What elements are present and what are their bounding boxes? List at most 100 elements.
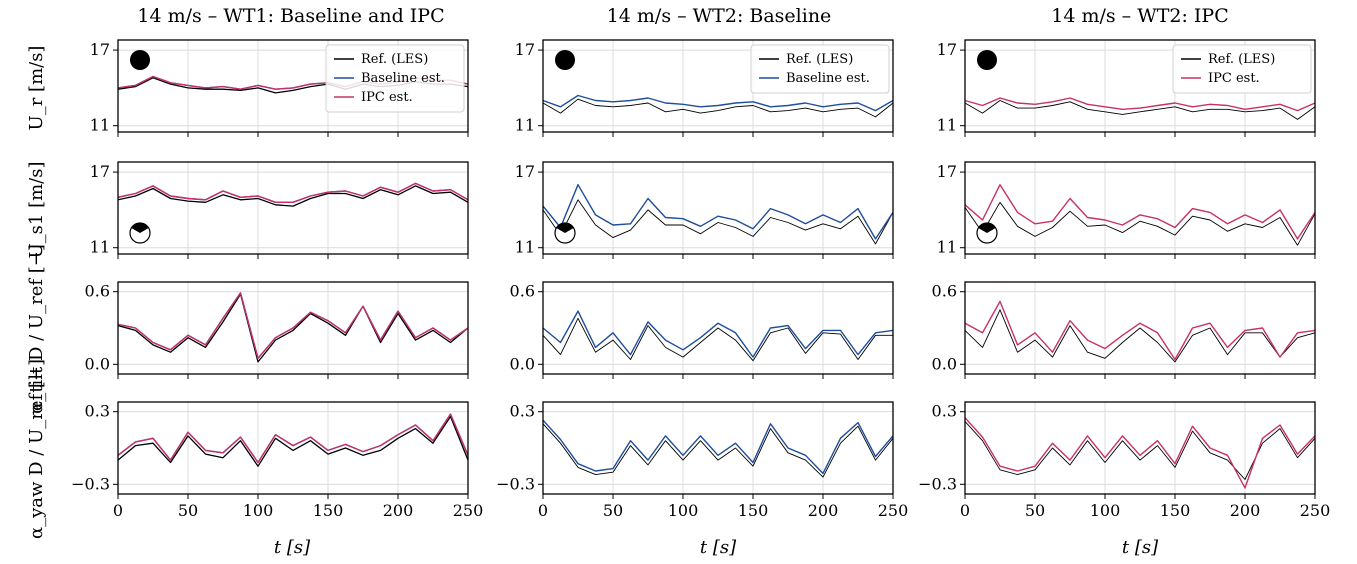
- legend-col2: Ref. (LES) Baseline est.: [750, 44, 890, 94]
- legend-label-ref: Ref. (LES): [1208, 52, 1275, 67]
- column-title-wt2-ipc: 14 m/s – WT2: IPC: [1051, 5, 1229, 27]
- x-tick-label: 250: [1300, 501, 1331, 520]
- series-line-ref: [542, 199, 894, 245]
- x-tick-label: 100: [668, 501, 699, 520]
- legend-label-ipc: IPC est.: [1208, 71, 1260, 86]
- axes-frame: [117, 281, 469, 375]
- rotor-sector-fill-icon: [131, 223, 149, 233]
- y-tick-label: −0.3: [71, 474, 110, 493]
- x-tick-label: 100: [1090, 501, 1121, 520]
- ylabel-yaw-skew: α_yaw D / U_ref [−]: [26, 359, 47, 539]
- y-tick-label: 0.6: [510, 282, 535, 301]
- y-tick-label: 11: [515, 116, 535, 135]
- rotor-disc-icon: [977, 50, 997, 70]
- y-tick-label: 11: [90, 116, 110, 135]
- ylabel-tilt-skew: α_tilt D / U_ref [−]: [26, 244, 47, 414]
- ylabel-rotor-speed: U_r [m/s]: [26, 46, 47, 131]
- panel-r2-c2: 0.6 0.0: [932, 281, 1316, 379]
- rotor-sector-icon: [129, 222, 151, 244]
- legend-box: [1172, 44, 1312, 94]
- y-tick-label: 0.6: [932, 282, 957, 301]
- axes-frame: [542, 39, 894, 133]
- y-tick-label: −0.3: [496, 474, 535, 493]
- series-line-ipc: [117, 182, 469, 204]
- ylabel-sector-speed: U_s1 [m/s]: [26, 162, 47, 259]
- column-title-wt2-baseline: 14 m/s – WT2: Baseline: [607, 5, 832, 27]
- y-tick-label: 17: [937, 40, 957, 59]
- y-tick-label: 17: [515, 40, 535, 59]
- x-tick-label: 150: [738, 501, 769, 520]
- series-line-ref: [964, 309, 1316, 363]
- rotor-sector-icon: [976, 222, 998, 244]
- x-tick-label: 0: [960, 501, 970, 520]
- axes-frame: [117, 39, 469, 133]
- series-line-baseline: [542, 419, 894, 475]
- series-line-ref: [117, 415, 469, 467]
- legend-label-ipc: IPC est.: [361, 90, 413, 105]
- axes-frame: [117, 161, 469, 255]
- xlabel-col1: t [s]: [274, 537, 311, 558]
- x-tick-label: 0: [538, 501, 548, 520]
- x-tick-label: 0: [113, 501, 123, 520]
- axes-frame: [964, 281, 1316, 375]
- row-axis-labels: U_r [m/s] U_s1 [m/s] α_tilt D / U_ref [−…: [26, 46, 47, 539]
- x-tick-label: 150: [1160, 501, 1191, 520]
- panel-r2-c0: 0.6 0.0: [85, 281, 469, 379]
- y-tick-label: 17: [937, 162, 957, 181]
- xlabel-col3: t [s]: [1122, 537, 1159, 558]
- legend-box: [750, 44, 890, 94]
- axes-frame: [964, 161, 1316, 255]
- series-line-ref: [117, 185, 469, 207]
- axes-frame: [117, 401, 469, 495]
- axes-frame: [542, 401, 894, 495]
- x-tick-label: 50: [1025, 501, 1045, 520]
- x-tick-label: 200: [383, 501, 414, 520]
- legend-col1: Ref. (LES) Baseline est. IPC est.: [325, 44, 465, 113]
- legend-col3: Ref. (LES) IPC est.: [1172, 44, 1312, 94]
- x-tick-label: 250: [878, 501, 909, 520]
- column-title-wt1: 14 m/s – WT1: Baseline and IPC: [137, 5, 444, 27]
- x-axis-labels: t [s] t [s] t [s]: [274, 537, 1159, 558]
- legend-label-baseline: Baseline est.: [361, 71, 445, 86]
- series-line-baseline: [542, 183, 894, 240]
- y-tick-label: 17: [515, 162, 535, 181]
- series-line-ref: [542, 98, 894, 118]
- y-tick-label: 0.0: [85, 354, 110, 373]
- rotor-disc-icon: [130, 50, 150, 70]
- y-tick-label: 11: [90, 238, 110, 257]
- axes-frame: [542, 281, 894, 375]
- axes-frame: [542, 161, 894, 255]
- x-tick-label: 50: [603, 501, 623, 520]
- axes-frame: [964, 39, 1316, 133]
- y-tick-label: −0.3: [918, 474, 957, 493]
- rotor-disc-icon: [555, 50, 575, 70]
- panel-r3-c1: 0.3 −0.30 50 100 150 200 250: [496, 401, 909, 520]
- y-tick-label: 11: [937, 238, 957, 257]
- series-line-ref: [964, 201, 1316, 246]
- legend-label-ref: Ref. (LES): [786, 52, 853, 67]
- series-line-ipc: [964, 300, 1316, 361]
- series-line-ref: [542, 423, 894, 478]
- series-line-ref: [964, 100, 1316, 120]
- x-tick-label: 100: [243, 501, 274, 520]
- panel-r0-c0: 17 11 Ref. (LES) Baseline est. IPC est.: [90, 39, 469, 137]
- x-tick-label: 200: [808, 501, 839, 520]
- legend-label-ref: Ref. (LES): [361, 52, 428, 67]
- series-line-baseline: [117, 413, 469, 464]
- legend-label-baseline: Baseline est.: [786, 71, 870, 86]
- series-line-baseline: [542, 94, 894, 112]
- x-tick-label: 250: [453, 501, 484, 520]
- y-tick-label: 11: [515, 238, 535, 257]
- series-line-ipc: [964, 97, 1316, 112]
- series-line-ipc: [117, 292, 469, 359]
- x-tick-label: 50: [178, 501, 198, 520]
- x-tick-label: 200: [1230, 501, 1261, 520]
- panel-r3-c0: 0.3 −0.30 50 100 150 200 250: [71, 401, 484, 520]
- y-tick-label: 0.3: [932, 402, 957, 421]
- rotor-sector-icon: [554, 222, 576, 244]
